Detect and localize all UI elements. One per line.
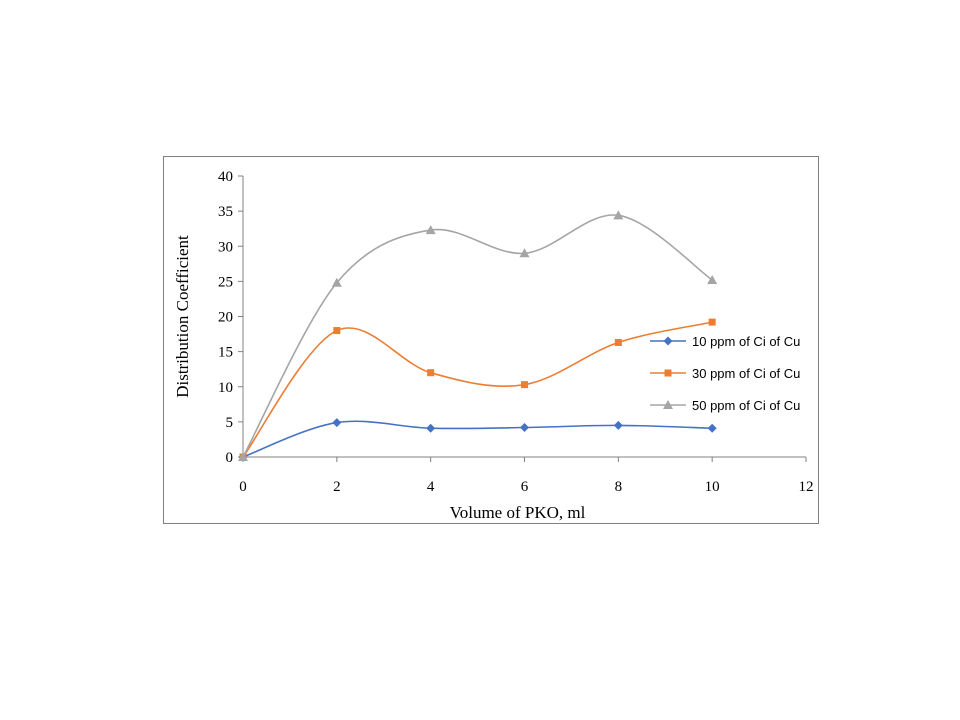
legend-marker [664, 369, 672, 377]
series-line-1 [242, 420, 713, 458]
x-tick-label: 6 [521, 479, 529, 495]
y-tick-label: 35 [218, 204, 233, 220]
y-axis-title: Distribution Coefficient [173, 235, 192, 398]
data-point-series-2 [427, 369, 435, 377]
x-tick-label: 2 [333, 479, 341, 495]
data-point-series-3 [425, 225, 436, 235]
data-point-series-1 [426, 423, 436, 433]
legend-marker [663, 400, 673, 409]
data-point-series-2 [521, 381, 528, 389]
y-tick-label: 0 [226, 450, 234, 466]
y-tick-label: 20 [218, 310, 233, 326]
data-point-series-3 [519, 248, 530, 258]
legend-label: 50 ppm of Ci of Cu [692, 398, 800, 413]
y-tick-label: 25 [218, 274, 233, 290]
chart-frame [163, 156, 819, 524]
y-tick-label: 30 [218, 239, 233, 255]
x-tick-label: 8 [615, 479, 623, 495]
data-point-series-1 [520, 422, 529, 432]
data-point-series-3 [331, 277, 342, 287]
data-point-series-2 [708, 318, 716, 326]
data-point-series-3 [613, 210, 624, 220]
series-line-2 [242, 321, 713, 458]
data-point-series-1 [332, 418, 342, 428]
legend-marker [663, 336, 673, 346]
y-tick-label: 15 [218, 345, 233, 361]
y-tick-label: 10 [218, 380, 233, 396]
legend-label: 10 ppm of Ci of Cu [692, 334, 800, 349]
data-point-series-1 [707, 423, 717, 433]
y-tick-label: 5 [226, 415, 234, 431]
x-tick-label: 4 [427, 479, 435, 495]
x-tick-label: 12 [799, 479, 814, 495]
x-tick-label: 10 [705, 479, 720, 495]
series-line-3 [242, 214, 713, 458]
y-tick-label: 40 [218, 169, 233, 185]
data-point-series-2 [614, 338, 622, 346]
data-point-series-1 [613, 420, 623, 430]
legend-label: 30 ppm of Ci of Cu [692, 366, 800, 381]
x-axis-title: Volume of PKO, ml [450, 503, 586, 522]
data-point-series-3 [238, 452, 248, 461]
data-point-series-3 [707, 274, 718, 284]
data-point-series-2 [333, 327, 341, 335]
x-tick-label: 0 [239, 479, 247, 495]
